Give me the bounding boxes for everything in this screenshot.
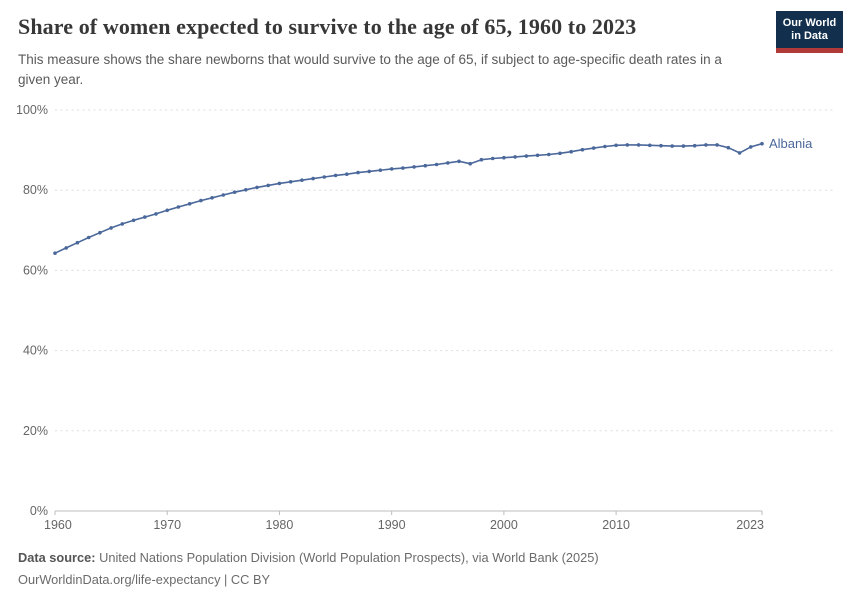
data-point [457,159,461,164]
data-point [569,149,573,154]
series-end-label: Albania [769,136,813,151]
data-source-label: Data source: [18,550,96,565]
data-point [513,155,517,159]
data-point [704,143,708,147]
y-tick-label: 20% [23,424,48,438]
data-point [434,162,439,167]
y-tick-label: 100% [16,103,48,117]
data-point [681,144,686,148]
data-point [446,161,450,165]
data-point [154,212,158,216]
albania-line [54,142,763,254]
data-point [187,202,192,206]
x-tick-label: 2000 [490,518,518,532]
data-point [109,226,113,230]
data-point [300,178,304,182]
data-point [143,215,147,219]
x-tick-label: 2023 [736,518,764,532]
data-point [244,188,248,192]
data-point [64,246,68,250]
data-point [367,169,372,174]
data-point [389,167,394,171]
x-tick-label: 2010 [602,518,630,532]
data-point [199,198,203,203]
data-point [210,196,214,200]
data-point [603,144,607,149]
owid-logo-line2: in Data [791,30,828,42]
y-tick-label: 0% [30,504,48,518]
chart-subtitle: This measure shows the share newborns th… [18,52,722,87]
data-point [345,172,349,176]
data-point [547,152,551,157]
x-tick-label: 1980 [266,518,294,532]
data-point [636,143,641,147]
data-point [502,155,506,160]
data-point [715,143,719,147]
data-point [692,143,697,148]
data-point [277,181,282,186]
data-point [75,240,80,245]
data-point [479,157,484,162]
y-tick-label: 80% [23,183,48,197]
data-point [131,218,136,223]
data-source-line: Data source: United Nations Population D… [18,547,599,569]
data-point [749,145,753,149]
footer-link-line[interactable]: OurWorldinData.org/life-expectancy | CC … [18,571,271,587]
x-tick-label: 1990 [378,518,406,532]
data-point [468,161,473,166]
data-point [535,153,540,158]
data-source-text: United Nations Population Division (Worl… [95,550,599,565]
data-point [580,147,585,152]
data-point [670,144,674,148]
data-point [176,205,181,209]
data-point [490,156,495,161]
data-point [614,143,618,148]
data-point [760,141,764,146]
data-point [737,151,742,155]
data-point [221,193,226,197]
data-point [311,176,315,181]
data-point [120,222,125,226]
data-point [266,183,271,188]
data-point [288,180,293,184]
data-point [232,190,237,194]
data-point [255,185,259,190]
data-point [333,173,338,178]
data-point [322,175,327,179]
data-point [86,235,91,240]
data-point [726,145,731,150]
x-tick-label: 1970 [153,518,181,532]
data-point [165,208,169,213]
data-point [558,151,562,156]
data-point [591,146,596,150]
owid-logo-line1: Our World [782,17,837,29]
owid-logo[interactable]: Our World in Data [776,11,843,53]
data-point [401,166,405,170]
data-point [648,143,652,148]
y-tick-label: 40% [23,344,48,358]
data-point [356,170,360,175]
data-point [423,163,428,168]
data-point [378,168,383,172]
data-point [625,143,630,147]
x-tick-label: 1960 [44,518,72,532]
data-point [53,251,57,255]
y-tick-label: 60% [23,263,48,277]
data-point [412,165,416,169]
line-chart[interactable]: 0% 20% 40% 60% 80% 100% 1960 1970 1980 1990 2000 20… [0,100,850,540]
chart-footer: Data source: United Nations Population D… [18,547,599,590]
data-point [98,230,102,235]
chart-title: Share of women expected to survive to th… [18,14,637,39]
data-point [524,154,529,158]
data-point [659,143,663,148]
